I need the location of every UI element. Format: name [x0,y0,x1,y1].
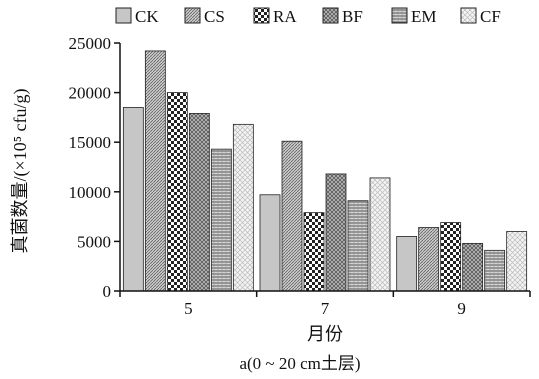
bar-cs-9 [418,227,440,292]
bar-em-5 [210,148,232,292]
legend-swatch-cf [460,7,477,24]
y-tick-label: 25000 [69,34,112,53]
x-axis-title: 月份 [307,324,343,344]
bar-ck-5 [122,107,144,292]
legend-label-cf: CF [480,7,501,26]
bar-cf-9 [506,231,528,292]
y-tick-label: 0 [103,282,112,301]
bar-em-9 [484,249,506,292]
bar-em-7 [347,200,369,292]
bar-ck-7 [259,194,281,292]
y-tick-label: 5000 [77,232,111,251]
legend-label-ck: CK [135,7,159,26]
x-tick-label: 7 [321,299,330,318]
bar-ra-7 [303,212,325,292]
y-tick-label: 15000 [69,133,112,152]
bars-layer [122,50,528,292]
bar-bf-7 [325,173,347,292]
bar-ra-5 [166,92,188,292]
legend-label-cs: CS [204,7,225,26]
y-axis-ticks: 0 5000 10000 15000 20000 25000 [69,34,120,301]
y-tick-label: 20000 [69,84,112,103]
legend-swatch-cs [184,7,201,24]
legend-label-em: EM [411,7,437,26]
bar-bf-9 [462,242,484,292]
legend-swatch-ck [115,7,132,24]
x-tick-label: 9 [457,299,466,318]
bar-ra-9 [440,222,462,292]
legend-swatch-ra [253,7,270,24]
x-tick-label: 5 [184,299,193,318]
y-tick-label: 10000 [69,183,112,202]
y-axis-title: 真菌数量/(×10⁵ cfu/g) [10,89,31,254]
bar-bf-5 [188,113,210,292]
bar-ck-9 [396,236,418,292]
legend-swatch-em [391,7,408,24]
legend-swatch-bf [322,7,339,24]
figure-caption: a(0 ~ 20 cm土层) [239,354,360,373]
legend-label-bf: BF [342,7,363,26]
bar-cs-7 [281,140,303,292]
bar-cf-5 [232,123,254,292]
x-axis-ticks: 5 7 9 [119,291,531,318]
legend: CK CS RA BF EM CF [115,7,501,26]
bar-cs-5 [144,50,166,292]
bar-cf-7 [369,177,391,292]
legend-label-ra: RA [273,7,297,26]
